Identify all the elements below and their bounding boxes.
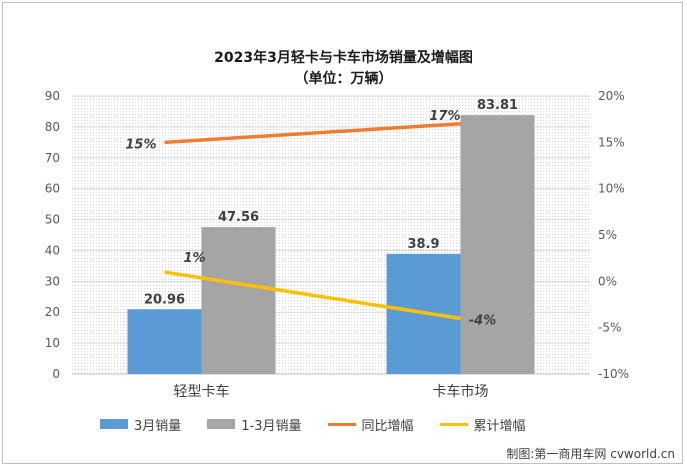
- y-left-tick-label: 40: [45, 243, 60, 257]
- line-data-label: 17%: [429, 109, 460, 124]
- y-right-tick-label: 10%: [598, 182, 625, 196]
- legend-swatch: [100, 419, 128, 429]
- legend-label: 3月销量: [134, 418, 182, 434]
- bar-data-label: 20.96: [144, 292, 185, 307]
- legend-item: 累计增幅: [439, 415, 526, 434]
- chart-legend: 3月销量 1-3月销量 同比增幅 累计增幅: [100, 415, 552, 434]
- legend-label: 累计增幅: [473, 418, 526, 434]
- line-data-label: -4%: [469, 313, 496, 328]
- y-right-tick-label: 0%: [598, 274, 617, 288]
- y-left-tick-label: 0: [52, 367, 60, 381]
- y-left-tick-label: 30: [45, 274, 60, 288]
- legend-swatch: [327, 422, 356, 426]
- y-right-tick-label: -10%: [598, 367, 629, 381]
- line-data-label: 1%: [183, 251, 205, 266]
- y-right-tick-label: -5%: [598, 321, 621, 335]
- y-left-tick-label: 20: [45, 305, 60, 319]
- bar-data-label: 47.56: [218, 210, 259, 225]
- bar-data-label: 38.9: [407, 237, 439, 252]
- chart-title: 2023年3月轻卡与卡车市场销量及增幅图: [214, 50, 473, 66]
- legend-item: 1-3月销量: [207, 415, 302, 434]
- y-left-tick-label: 80: [45, 120, 60, 134]
- y-right-tick-label: 5%: [598, 228, 617, 242]
- legend-item: 3月销量: [100, 415, 181, 434]
- series-line: [164, 122, 461, 145]
- y-left-tick-label: 90: [45, 89, 60, 103]
- bar: [460, 115, 535, 374]
- y-right-tick-label: 15%: [598, 135, 625, 149]
- series-line: [164, 270, 461, 321]
- bar: [201, 227, 276, 374]
- legend-swatch: [439, 422, 468, 426]
- legend-label: 1-3月销量: [241, 418, 302, 434]
- x-tick-label: 卡车市场: [433, 383, 489, 400]
- legend-item: 同比增幅: [327, 415, 414, 434]
- y-right-tick-label: 20%: [598, 89, 625, 103]
- line-data-label: 15%: [125, 137, 156, 152]
- legend-label: 同比增幅: [361, 418, 414, 434]
- chart-credit: 制图:第一商用车网 cvworld.cn: [506, 447, 675, 461]
- y-left-tick-label: 70: [45, 151, 60, 165]
- y-left-tick-label: 60: [45, 182, 60, 196]
- bar-data-label: 83.81: [477, 98, 518, 113]
- x-tick-label: 轻型卡车: [174, 383, 230, 400]
- bar: [127, 309, 202, 374]
- chart-subtitle: （单位：万辆）: [294, 71, 393, 87]
- y-left-tick-label: 10: [45, 336, 60, 350]
- y-left-tick-label: 50: [45, 213, 60, 227]
- legend-swatch: [207, 419, 236, 429]
